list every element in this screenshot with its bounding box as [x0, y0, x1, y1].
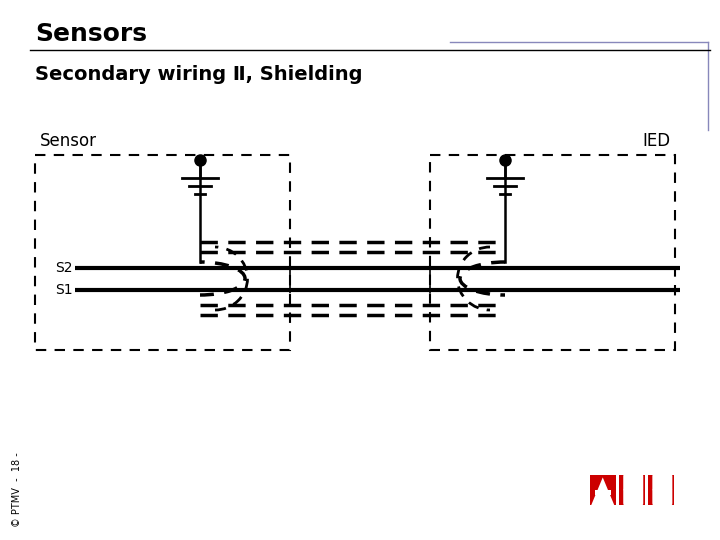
- Bar: [595, 490, 611, 495]
- FancyBboxPatch shape: [652, 488, 672, 506]
- Bar: [619, 475, 644, 505]
- FancyBboxPatch shape: [624, 473, 643, 492]
- Text: S2: S2: [55, 261, 73, 275]
- Text: Sensor: Sensor: [40, 132, 97, 150]
- Bar: [430, 155, 675, 350]
- Text: Secondary wiring Ⅱ, Shielding: Secondary wiring Ⅱ, Shielding: [35, 65, 362, 84]
- Text: Sensors: Sensors: [35, 22, 147, 46]
- Text: © PTMV  -  18 -: © PTMV - 18 -: [12, 453, 22, 528]
- Text: IED: IED: [642, 132, 670, 150]
- FancyBboxPatch shape: [652, 473, 672, 492]
- Polygon shape: [591, 477, 614, 505]
- Bar: [648, 475, 674, 505]
- FancyBboxPatch shape: [624, 488, 643, 506]
- Bar: [35, 155, 290, 350]
- Text: S1: S1: [55, 283, 73, 297]
- Bar: [590, 475, 616, 505]
